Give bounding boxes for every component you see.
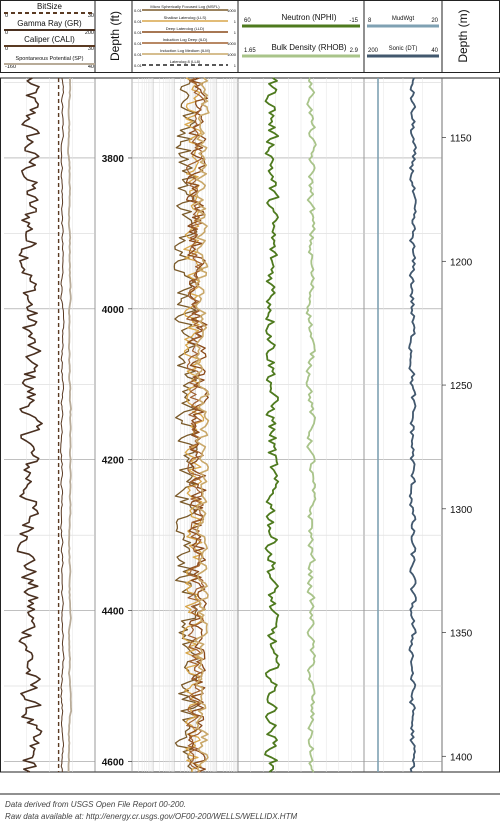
header-max-value: 40 bbox=[88, 64, 94, 70]
caliper-curve bbox=[60, 77, 65, 772]
header-min-value: 1.65 bbox=[244, 48, 256, 54]
header-max-value: 1000 bbox=[227, 41, 237, 46]
header-max-value: 20 bbox=[431, 18, 438, 24]
density-curve bbox=[305, 77, 317, 773]
header-curve-name: Induction Log Deep (ILD) bbox=[163, 37, 208, 42]
header-min-value: 0 bbox=[5, 30, 8, 36]
header-max-value: 30 bbox=[88, 46, 94, 52]
lld-curve bbox=[185, 77, 209, 773]
body-frame bbox=[0, 77, 500, 773]
depth-ft-tick-label: 4400 bbox=[102, 607, 125, 618]
header-curve-name: Neutron (NPHI) bbox=[281, 13, 336, 22]
depth-ft-tick-label: 4200 bbox=[102, 456, 125, 467]
depth-ft-label: Depth (ft) bbox=[108, 11, 122, 61]
ilm-curve bbox=[194, 77, 210, 773]
depth-m-tick-label: 1300 bbox=[450, 505, 473, 516]
depth-m-tick-label: 1150 bbox=[450, 134, 472, 145]
header-min-value: -160 bbox=[5, 64, 16, 70]
header-min-value: 0.01 bbox=[134, 63, 143, 68]
depth-ft-tick-label: 4000 bbox=[102, 305, 125, 316]
header-curve-name: MudWgt bbox=[392, 16, 415, 22]
depth-ft-tick-label: 3800 bbox=[102, 154, 125, 165]
footnote-source: Data derived from USGS Open File Report … bbox=[5, 800, 186, 809]
header-curve-name: Shallow Laterolog (LLS) bbox=[164, 15, 207, 20]
header-curve-name: Deep Laterolog (LLD) bbox=[166, 26, 205, 31]
header-min-value: 0.01 bbox=[134, 52, 143, 57]
header-min-value: 8 bbox=[368, 18, 372, 24]
header-min-value: 0.01 bbox=[134, 30, 143, 35]
header-curve-name: Induction Log Medium (ILM) bbox=[160, 48, 210, 53]
header-curve-name: Laterolog 8 (LL8) bbox=[170, 59, 201, 64]
header-max-value: 1 bbox=[234, 19, 237, 24]
header-curve-name: BitSize bbox=[37, 2, 62, 11]
header-min-value: 0.01 bbox=[134, 19, 143, 24]
header-max-value: 1000 bbox=[227, 8, 237, 13]
gamma-ray-curve bbox=[16, 77, 43, 773]
sp-curve bbox=[67, 77, 73, 773]
header-min-value: 0.01 bbox=[134, 41, 143, 46]
header-min-value: 60 bbox=[244, 18, 251, 24]
header-min-value: 200 bbox=[368, 48, 379, 54]
header-max-value: 200 bbox=[85, 30, 94, 36]
header-min-value: 0 bbox=[5, 13, 8, 19]
depth-m-label: Depth (m) bbox=[456, 9, 470, 62]
header-min-value: 0.01 bbox=[134, 8, 143, 13]
depth-m-tick-label: 1400 bbox=[450, 752, 473, 763]
depth-m-tick-label: 1350 bbox=[450, 629, 473, 640]
header-min-value: 0 bbox=[5, 46, 8, 52]
header-curve-name: Bulk Density (RHOB) bbox=[271, 43, 346, 52]
sonic-curve bbox=[408, 77, 417, 773]
header-max-value: 1 bbox=[234, 63, 237, 68]
footnote-url: Raw data available at: http://energy.cr.… bbox=[5, 812, 298, 821]
depth-ft-tick-label: 4600 bbox=[102, 757, 125, 768]
depth-m-tick-label: 1250 bbox=[450, 381, 473, 392]
neutron-curve bbox=[264, 77, 280, 773]
header-max-value: 1 bbox=[234, 30, 237, 35]
header-max-value: 1000 bbox=[227, 52, 237, 57]
header-max-value: 40 bbox=[431, 48, 438, 54]
header-curve-name: Caliper (CALI) bbox=[24, 35, 75, 44]
header-max-value: 30 bbox=[88, 13, 94, 19]
header-max-value: -15 bbox=[349, 18, 358, 24]
header-curve-name: Micro Spherically Focused Log (MSFL) bbox=[150, 4, 220, 9]
header-curve-name: Gamma Ray (GR) bbox=[17, 19, 82, 28]
header-curve-name: Sonic (DT) bbox=[389, 46, 418, 52]
header-max-value: 2.9 bbox=[350, 48, 359, 54]
header-curve-name: Spontaneous Potential (SP) bbox=[16, 56, 84, 62]
depth-m-tick-label: 1200 bbox=[450, 257, 473, 268]
